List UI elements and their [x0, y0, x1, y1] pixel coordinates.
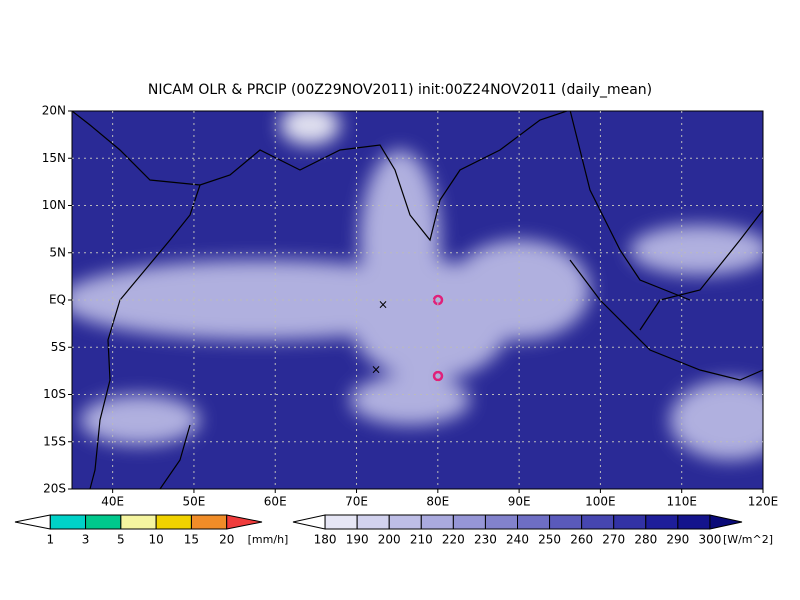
colorbar-segment [324, 514, 358, 530]
colorbar-label: 300 [698, 533, 721, 547]
y-tick-label: 10N [42, 198, 66, 212]
colorbar-segment [549, 514, 583, 530]
colorbar-label: 290 [666, 533, 689, 547]
colorbar-segment [155, 514, 192, 530]
colorbar-segment [581, 514, 615, 530]
colorbar-label: 260 [570, 533, 593, 547]
colorbar-label: 3 [82, 533, 90, 547]
colorbar-label: 230 [474, 533, 497, 547]
x-tick-label: 50E [183, 495, 206, 509]
y-tick-label: 5N [49, 245, 66, 259]
y-tick-label: 10S [43, 387, 66, 401]
colorbar-end [292, 514, 326, 530]
colorbar-segment [452, 514, 486, 530]
y-tick-label: 5S [51, 340, 66, 354]
colorbar-label: 1 [46, 533, 54, 547]
colorbar-end [709, 514, 743, 530]
storm-marker: × [378, 298, 388, 312]
colorbar-segment [85, 514, 122, 530]
y-tick-label: 15N [42, 151, 66, 165]
x-tick-label: 40E [101, 495, 124, 509]
colorbar-end [226, 514, 263, 530]
colorbar-segment [190, 514, 228, 530]
colorbar-unit: [W/m^2] [723, 533, 773, 546]
colorbar-label: 270 [602, 533, 625, 547]
x-tick-label: 120E [748, 495, 779, 509]
colorbar-segment [677, 514, 711, 530]
colorbar-label: 10 [149, 533, 164, 547]
colorbar-label: 240 [506, 533, 529, 547]
colorbar-label: 200 [378, 533, 401, 547]
colorbar-segment [517, 514, 551, 530]
x-tick-label: 70E [345, 495, 368, 509]
colorbar-segment [420, 514, 454, 530]
colorbar-segment [613, 514, 647, 530]
colorbar-end [14, 514, 51, 530]
colorbar-segment [49, 514, 87, 530]
colorbar-segment [356, 514, 390, 530]
colorbar-label: 5 [117, 533, 125, 547]
colorbar-label: 280 [634, 533, 657, 547]
colorbar-label: 20 [219, 533, 234, 547]
y-tick-label: 15S [43, 434, 66, 448]
colorbar-label: 220 [442, 533, 465, 547]
x-tick-label: 60E [264, 495, 287, 509]
map-title: NICAM OLR & PRCIP (00Z29NOV2011) init:00… [148, 82, 652, 98]
x-tick-label: 90E [508, 495, 531, 509]
y-tick-label: 20N [42, 104, 66, 118]
y-tick-label: EQ [49, 293, 66, 307]
map-field: × × [72, 111, 763, 489]
x-tick-label: 110E [666, 495, 697, 509]
colorbar-segment [388, 514, 422, 530]
colorbar-label: 190 [346, 533, 369, 547]
storm-marker: × [371, 363, 381, 377]
colorbar-label: 210 [410, 533, 433, 547]
colorbar-segment [120, 514, 157, 530]
colorbar-label: 180 [314, 533, 337, 547]
y-tick-label: 20S [43, 482, 66, 496]
colorbar-unit: [mm/h] [248, 533, 289, 546]
colorbar-segment [645, 514, 679, 530]
x-tick-label: 80E [426, 495, 449, 509]
colorbar-label: 250 [538, 533, 561, 547]
colorbar-label: 15 [184, 533, 199, 547]
x-tick-label: 100E [585, 495, 616, 509]
station-marker [432, 370, 444, 382]
colorbar-segment [484, 514, 518, 530]
